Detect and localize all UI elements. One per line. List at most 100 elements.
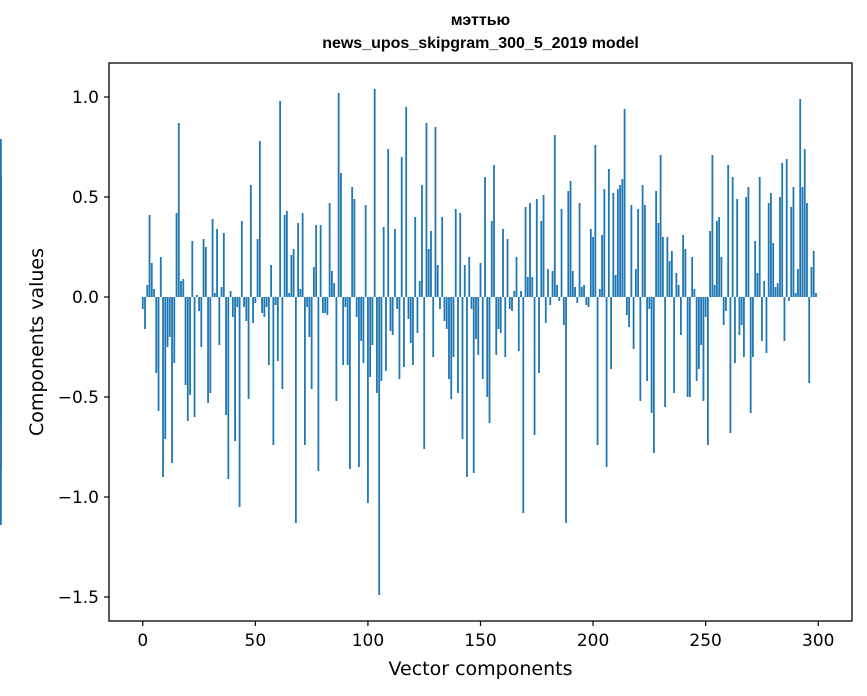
bar-146: [470, 297, 473, 309]
bar-59: [274, 297, 277, 305]
bar-249: [702, 297, 705, 401]
bar-77: [315, 225, 318, 297]
bar-252: [709, 231, 712, 297]
bar-185: [558, 297, 561, 301]
bar-269: [747, 187, 750, 297]
bar-200: [592, 237, 594, 297]
bar-187: [562, 297, 565, 325]
bar-66: [290, 255, 293, 297]
bar-58: [272, 297, 275, 445]
bar-161: [504, 297, 507, 357]
bar-162: [506, 239, 509, 297]
bar-16: [177, 123, 180, 297]
bar-61: [279, 101, 282, 297]
bar-271: [752, 297, 754, 357]
bar-25: [198, 297, 200, 311]
bar-60: [276, 297, 279, 361]
bar-168: [520, 291, 522, 297]
chart-subtitle: news_upos_skipgram_300_5_2019 model: [322, 35, 639, 52]
bar-268: [745, 197, 748, 297]
bar-210: [614, 275, 617, 297]
bar-152: [484, 177, 486, 297]
bar-184: [556, 285, 558, 297]
bar-177: [540, 221, 543, 297]
bar-81: [324, 297, 327, 313]
bar-183: [553, 135, 556, 297]
bar-67: [292, 249, 295, 297]
bar-57: [270, 265, 273, 297]
bar-131: [436, 265, 439, 297]
bar-246: [695, 297, 698, 381]
bar-218: [632, 297, 635, 349]
bar-227: [652, 297, 655, 453]
bar-139: [454, 209, 457, 297]
bar-225: [648, 297, 651, 309]
bar-133: [441, 217, 444, 297]
bar-33: [216, 229, 218, 297]
bar-49: [252, 297, 254, 323]
bar-207: [607, 169, 610, 297]
bar-191: [571, 271, 574, 297]
bar-132: [439, 297, 441, 309]
bar-261: [729, 297, 732, 433]
bar-13: [171, 297, 173, 463]
bar-115: [400, 157, 403, 297]
bar-166: [515, 257, 518, 297]
bar-196: [583, 285, 585, 297]
bar-255: [716, 221, 718, 297]
bar-290: [794, 293, 797, 297]
bar-286: [785, 159, 788, 297]
bar-256: [718, 217, 721, 297]
bar-40: [231, 297, 234, 317]
bar-170: [524, 207, 527, 297]
bar-190: [569, 181, 572, 297]
bar-222: [641, 185, 644, 297]
bar-159: [499, 297, 502, 333]
x-axis-label: Vector components: [388, 658, 573, 680]
bar-8: [159, 257, 162, 297]
bar-undefined: [0, 297, 2, 317]
bar-232: [664, 297, 667, 407]
bar-63: [283, 215, 286, 297]
bar-7: [157, 297, 160, 411]
bar-52: [258, 141, 261, 297]
bar-267: [743, 297, 745, 357]
bar-44: [240, 221, 243, 297]
bar-242: [686, 297, 689, 397]
bar-43: [238, 297, 241, 507]
bar-280: [772, 243, 775, 297]
bar-5: [153, 289, 155, 297]
bar-144: [466, 297, 468, 477]
bar-153: [486, 297, 489, 397]
bar-260: [727, 165, 730, 297]
bar-231: [661, 237, 664, 297]
bar-202: [596, 297, 599, 445]
bar-181: [549, 297, 552, 305]
bar-99: [364, 205, 367, 297]
bar-126: [425, 123, 428, 297]
bar-30: [209, 297, 212, 393]
x-tick-label: 300: [802, 631, 834, 651]
bar-97: [360, 297, 363, 341]
bar-258: [722, 297, 725, 325]
bar-21: [189, 297, 191, 395]
bar-157: [495, 297, 498, 355]
bar-104: [376, 297, 378, 393]
bar-194: [578, 203, 581, 297]
bar-74: [308, 297, 311, 337]
bar-86: [335, 297, 338, 401]
bar-undefined: [0, 139, 2, 297]
bar-70: [299, 289, 302, 297]
bar-175: [535, 199, 538, 297]
bar-235: [670, 251, 673, 297]
bar-129: [432, 297, 435, 357]
bar-266: [740, 297, 743, 325]
bar-265: [738, 297, 741, 335]
bar-238: [677, 285, 680, 297]
bar-undefined: [0, 271, 2, 297]
bar-291: [797, 269, 799, 297]
bar-54: [263, 297, 266, 317]
bar-12: [168, 297, 171, 337]
